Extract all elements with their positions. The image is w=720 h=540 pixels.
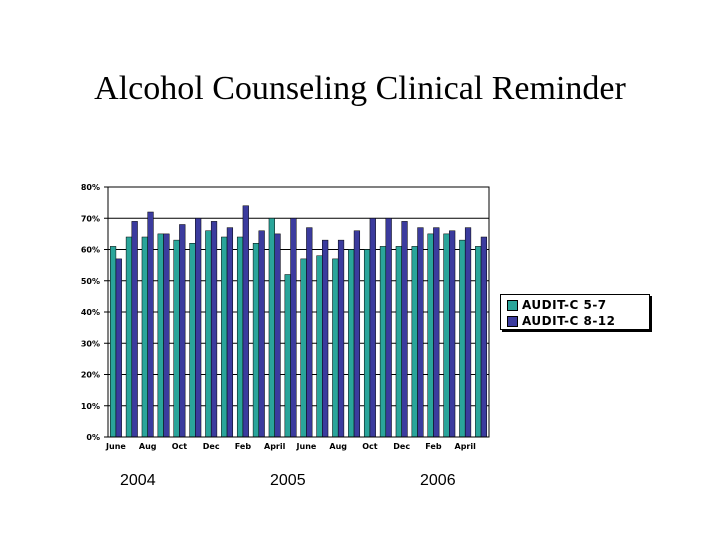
bar-audit-c-8-12 (464, 227, 472, 438)
y-tick-label: 20% (81, 371, 100, 380)
y-tick-label: 60% (81, 246, 100, 255)
x-tick-label: April (264, 442, 286, 451)
bar-audit-c-8-12 (163, 233, 170, 438)
chart-bars (109, 205, 488, 438)
bar-audit-c-8-12 (258, 230, 265, 438)
bar-audit-c-8-12 (195, 218, 202, 438)
bar-audit-c-8-12 (290, 218, 297, 438)
bar-audit-c-5-7 (205, 230, 212, 438)
bar-audit-c-5-7 (379, 246, 387, 438)
bar-audit-c-5-7 (316, 255, 323, 438)
bar-audit-c-5-7 (141, 236, 148, 438)
y-tick-label: 80% (81, 183, 100, 192)
bar-audit-c-5-7 (109, 246, 117, 438)
bar-audit-c-5-7 (268, 218, 275, 438)
y-tick-label: 0% (86, 433, 100, 442)
x-tick-label: June (296, 442, 317, 451)
bar-audit-c-5-7 (363, 249, 371, 438)
x-axis-labels: June Aug Oct Dec Feb April June Aug Oct Dec Feb Apr… (105, 442, 476, 451)
x-tick-label: Dec (393, 442, 410, 451)
x-tick-label: Feb (425, 442, 442, 451)
bar-audit-c-8-12 (433, 227, 440, 438)
bar-audit-c-8-12 (417, 227, 424, 438)
x-tick-label: Feb (235, 442, 252, 451)
bar-audit-c-8-12 (115, 258, 122, 438)
bar-audit-c-5-7 (236, 236, 244, 438)
bar-audit-c-8-12 (480, 236, 488, 438)
bar-audit-c-8-12 (322, 239, 329, 438)
y-tick-label: 50% (81, 277, 100, 286)
bar-audit-c-8-12 (242, 205, 249, 438)
y-tick-label: 70% (81, 214, 100, 223)
legend-label-series2: AUDIT-C 8-12 (522, 314, 616, 328)
bar-audit-c-8-12 (274, 233, 281, 438)
y-axis-labels: 0% 10% 20% 30% 40% 50% 60% 70% 80% (81, 183, 100, 442)
bar-audit-c-5-7 (475, 246, 482, 438)
bar-audit-c-8-12 (306, 227, 313, 438)
bar-audit-c-5-7 (443, 233, 450, 438)
bar-audit-c-5-7 (189, 243, 196, 438)
bar-audit-c-5-7 (395, 246, 402, 438)
bar-audit-c-5-7 (300, 258, 307, 438)
year-label-2005: 2005 (270, 472, 306, 489)
bar-audit-c-8-12 (385, 218, 392, 438)
x-tick-label: Aug (329, 442, 347, 451)
bar-audit-c-5-7 (411, 246, 418, 438)
bar-audit-c-5-7 (332, 258, 339, 438)
x-tick-label: Aug (139, 442, 157, 451)
bar-audit-c-8-12 (449, 230, 456, 438)
legend-item-series1: AUDIT-C 5-7 (507, 298, 607, 312)
legend-item-series2: AUDIT-C 8-12 (507, 314, 616, 328)
y-tick-label: 10% (81, 402, 100, 411)
bar-audit-c-5-7 (157, 233, 164, 438)
bar-audit-c-5-7 (125, 236, 133, 438)
bar-audit-c-8-12 (369, 218, 376, 438)
legend-swatch-series1 (507, 299, 518, 311)
bar-audit-c-5-7 (173, 239, 180, 438)
year-label-2006: 2006 (420, 472, 456, 489)
legend-swatch-series2 (507, 315, 518, 327)
x-tick-label: Oct (362, 442, 378, 451)
year-label-2004: 2004 (120, 472, 156, 489)
y-tick-label: 30% (81, 339, 100, 348)
bar-audit-c-5-7 (459, 239, 466, 438)
bar-audit-c-5-7 (427, 233, 434, 438)
legend-label-series1: AUDIT-C 5-7 (522, 298, 607, 312)
x-tick-label: June (105, 442, 126, 451)
y-tick-label: 40% (81, 308, 100, 317)
bar-audit-c-5-7 (284, 274, 291, 438)
x-tick-label: April (455, 442, 477, 451)
plot-frame (107, 186, 490, 438)
bar-audit-c-5-7 (252, 243, 260, 438)
bar-audit-c-5-7 (221, 236, 228, 438)
x-tick-label: Oct (172, 442, 188, 451)
bar-audit-c-8-12 (401, 221, 408, 438)
bar-audit-c-8-12 (131, 221, 138, 438)
bar-audit-c-8-12 (337, 239, 345, 438)
bar-audit-c-8-12 (147, 211, 154, 438)
page-title: Alcohol Counseling Clinical Reminder (94, 70, 626, 107)
bar-audit-c-8-12 (179, 224, 186, 438)
bar-audit-c-8-12 (353, 230, 361, 438)
bar-audit-c-8-12 (210, 221, 218, 438)
bar-audit-c-5-7 (348, 249, 355, 438)
chart-legend: AUDIT-C 5-7 AUDIT-C 8-12 (500, 294, 650, 330)
bar-audit-c-8-12 (226, 227, 234, 438)
x-tick-label: Dec (203, 442, 220, 451)
